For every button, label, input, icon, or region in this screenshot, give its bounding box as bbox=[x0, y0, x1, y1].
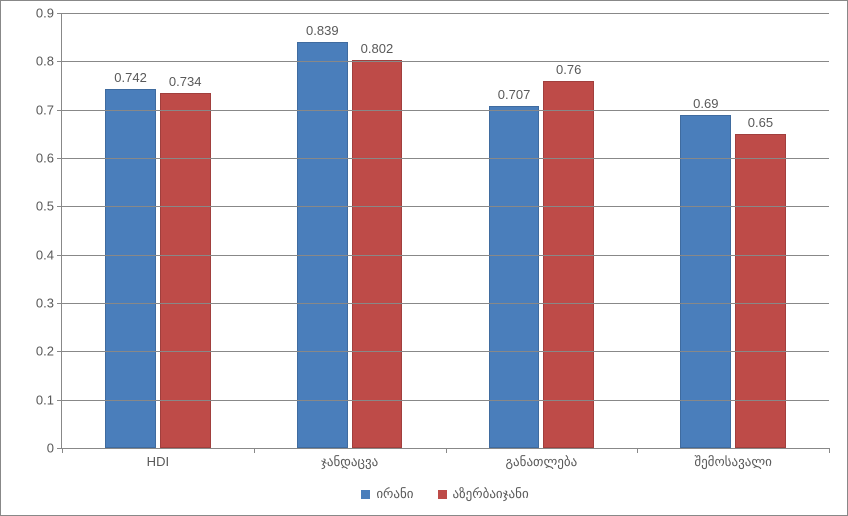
y-tick-label: 0.5 bbox=[36, 199, 54, 214]
plot-area: 0.7420.7340.8390.8020.7070.760.690.65 00… bbox=[61, 13, 829, 449]
y-tick-mark bbox=[57, 400, 62, 401]
bars-layer: 0.742 0.734 0.839 0.802 0.707 0.76 0.69 0.65 bbox=[62, 13, 829, 448]
y-tick-label: 0.7 bbox=[36, 102, 54, 117]
legend-label: ირანი bbox=[376, 486, 413, 502]
x-category-label: HDI bbox=[147, 454, 169, 469]
x-tick-mark bbox=[254, 448, 255, 453]
y-tick-label: 0.6 bbox=[36, 150, 54, 165]
y-tick-label: 0.4 bbox=[36, 247, 54, 262]
y-tick-mark bbox=[57, 303, 62, 304]
x-category-label: განათლება bbox=[506, 454, 578, 470]
y-tick-label: 0.9 bbox=[36, 6, 54, 21]
y-tick-mark bbox=[57, 61, 62, 62]
data-label: 0.707 bbox=[498, 87, 531, 102]
data-label: 0.69 bbox=[693, 96, 718, 111]
grid-line bbox=[62, 400, 829, 401]
grid-line bbox=[62, 255, 829, 256]
grid-line bbox=[62, 110, 829, 111]
bar bbox=[160, 93, 211, 448]
legend-swatch bbox=[361, 490, 370, 499]
y-tick-label: 0.1 bbox=[36, 392, 54, 407]
data-label: 0.839 bbox=[306, 23, 339, 38]
y-tick-label: 0.8 bbox=[36, 54, 54, 69]
bar bbox=[105, 89, 156, 448]
grid-line bbox=[62, 13, 829, 14]
grid-line bbox=[62, 351, 829, 352]
y-tick-label: 0.3 bbox=[36, 295, 54, 310]
bar bbox=[680, 115, 731, 449]
data-label: 0.65 bbox=[748, 115, 773, 130]
data-label: 0.802 bbox=[361, 41, 394, 56]
x-category-label: შემოსავალი bbox=[694, 454, 772, 470]
y-tick-mark bbox=[57, 110, 62, 111]
legend-item: აზერბაიჯანი bbox=[438, 486, 529, 502]
data-label: 0.734 bbox=[169, 74, 202, 89]
data-label: 0.742 bbox=[114, 70, 147, 85]
grid-line bbox=[62, 158, 829, 159]
bar bbox=[735, 134, 786, 448]
y-tick-label: 0.2 bbox=[36, 344, 54, 359]
x-category-label: ჯანდაცვა bbox=[321, 454, 378, 470]
x-tick-mark bbox=[446, 448, 447, 453]
y-tick-mark bbox=[57, 206, 62, 207]
bar bbox=[543, 81, 594, 448]
legend-swatch bbox=[438, 490, 447, 499]
bar bbox=[297, 42, 348, 448]
grid-line bbox=[62, 61, 829, 62]
legend: ირანი აზერბაიჯანი bbox=[61, 481, 829, 507]
grid-line bbox=[62, 303, 829, 304]
legend-label: აზერბაიჯანი bbox=[453, 486, 529, 502]
y-tick-mark bbox=[57, 158, 62, 159]
y-tick-label: 0 bbox=[47, 441, 54, 456]
y-tick-mark bbox=[57, 13, 62, 14]
x-tick-mark bbox=[62, 448, 63, 453]
data-label: 0.76 bbox=[556, 62, 581, 77]
y-tick-mark bbox=[57, 255, 62, 256]
chart-container: 0.7420.7340.8390.8020.7070.760.690.65 00… bbox=[0, 0, 848, 516]
x-tick-mark bbox=[829, 448, 830, 453]
legend-item: ირანი bbox=[361, 486, 413, 502]
y-tick-mark bbox=[57, 351, 62, 352]
grid-line bbox=[62, 206, 829, 207]
x-tick-mark bbox=[637, 448, 638, 453]
